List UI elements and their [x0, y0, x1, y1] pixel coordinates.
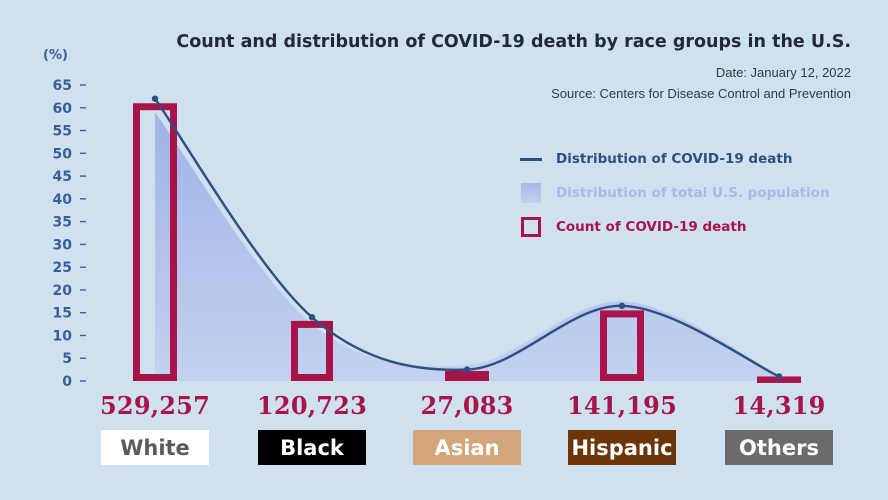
bar-black: [291, 320, 333, 381]
y-tick-label: 40: [53, 192, 73, 208]
legend-item-bar: Count of COVID-19 death: [520, 217, 830, 237]
category-label-black: Black: [258, 430, 366, 465]
death-distribution-line: [151, 95, 783, 380]
line-point-hispanic: [618, 302, 626, 310]
legend-label-area: Distribution of total U.S. population: [556, 185, 830, 201]
bar-white: [133, 103, 177, 381]
y-tick-label: 0: [62, 374, 72, 390]
bar-hispanic: [600, 310, 644, 381]
count-label-white: 529,257: [100, 391, 210, 420]
y-tick-label: 60: [53, 101, 73, 117]
y-axis-unit: (%): [43, 48, 68, 63]
count-bars: [133, 103, 801, 383]
bar-asian: [445, 370, 489, 381]
death-distribution-curve: [154, 97, 780, 378]
y-tick-label: 15: [53, 306, 72, 322]
legend-bar-swatch: [521, 217, 541, 237]
category-label-others: Others: [725, 430, 833, 465]
chart-date: Date: January 12, 2022: [715, 65, 851, 80]
count-label-black: 120,723: [257, 391, 367, 420]
y-tick-label: 20: [53, 283, 73, 299]
legend-line-swatch: [520, 157, 542, 161]
y-axis: 0 5 10 15 20 25 30 35 40 45 50 55 60 65: [53, 78, 86, 390]
category-label-hispanic: Hispanic: [568, 430, 676, 465]
y-tick-label: 35: [53, 215, 72, 231]
line-point-others: [775, 373, 783, 380]
chart-source: Source: Centers for Disease Control and …: [551, 86, 851, 101]
y-tick-label: 65: [53, 78, 72, 94]
count-label-others: 14,319: [732, 391, 826, 420]
line-point-black: [308, 314, 316, 321]
y-tick-label: 45: [53, 169, 72, 185]
count-label-hispanic: 141,195: [567, 391, 677, 420]
legend-label-bar: Count of COVID-19 death: [556, 219, 747, 235]
line-point-white: [151, 95, 159, 102]
chart-title: Count and distribution of COVID-19 death…: [176, 32, 851, 52]
legend-item-area: Distribution of total U.S. population: [520, 183, 830, 203]
legend-item-line: Distribution of COVID-19 death: [520, 150, 830, 168]
legend-area-swatch: [521, 183, 541, 203]
count-label-asian: 27,083: [420, 391, 514, 420]
y-tick-label: 55: [53, 124, 72, 140]
line-point-asian: [463, 366, 471, 373]
y-tick-label: 10: [53, 328, 73, 344]
category-label-asian: Asian: [413, 430, 521, 465]
legend: Distribution of COVID-19 death Distribut…: [520, 150, 830, 252]
legend-label-line: Distribution of COVID-19 death: [556, 151, 793, 167]
y-tick-label: 25: [53, 260, 72, 276]
y-tick-label: 30: [53, 237, 73, 253]
y-tick-label: 50: [53, 146, 73, 162]
category-label-white: White: [101, 430, 209, 465]
y-tick-label: 5: [62, 351, 72, 367]
